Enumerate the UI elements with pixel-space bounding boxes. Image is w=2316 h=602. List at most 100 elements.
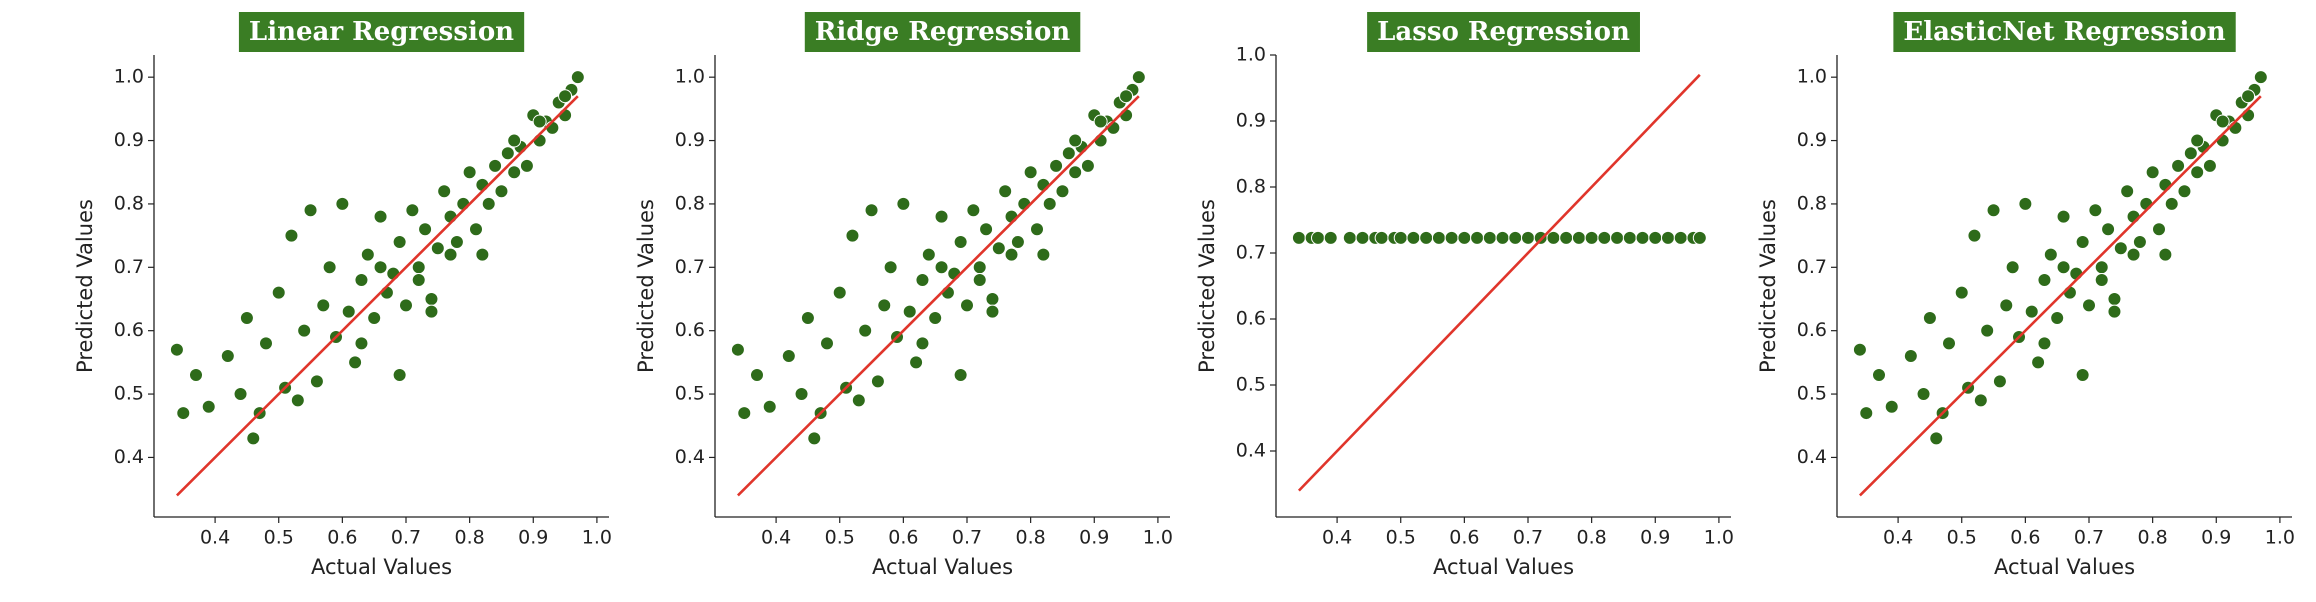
x-tick-label: 0.7	[1513, 527, 1543, 549]
data-point	[360, 247, 375, 262]
x-tick-label: 0.5	[1386, 527, 1416, 549]
data-point	[1311, 230, 1325, 245]
data-point	[2190, 133, 2205, 148]
data-point	[322, 260, 337, 275]
data-point	[1470, 230, 1485, 245]
data-point	[507, 133, 522, 148]
data-point	[730, 342, 745, 357]
data-point	[1852, 342, 1867, 357]
data-point	[290, 393, 305, 408]
y-tick-label: 0.4	[1236, 440, 1266, 462]
x-tick-label: 1.0	[582, 527, 612, 549]
data-point	[737, 406, 752, 421]
x-tick-label: 0.6	[888, 527, 918, 549]
y-axis-label: Predicted Values	[73, 199, 97, 373]
data-point	[399, 298, 413, 313]
data-point	[2075, 234, 2090, 249]
x-tick-label: 0.5	[1947, 527, 1977, 549]
data-point	[1929, 431, 1944, 446]
data-point	[2202, 158, 2217, 173]
data-point	[1342, 230, 1357, 245]
data-point	[1980, 323, 1995, 338]
title-box	[804, 12, 1081, 52]
data-point	[481, 196, 496, 211]
chart-title: Ridge Regression	[815, 17, 1071, 47]
data-point	[259, 336, 273, 351]
data-point	[877, 298, 892, 313]
data-point	[1942, 336, 1956, 351]
x-tick-label: 0.8	[455, 527, 485, 549]
data-point	[303, 203, 318, 218]
data-point	[443, 247, 458, 262]
y-tick-label: 0.4	[114, 446, 144, 468]
x-tick-label: 0.4	[1322, 527, 1352, 549]
data-point	[1457, 230, 1472, 245]
y-tick-label: 0.6	[675, 319, 705, 341]
y-tick-label: 1.0	[1797, 66, 1827, 88]
data-point	[1559, 230, 1574, 245]
y-axis-label: Predicted Values	[634, 199, 658, 373]
data-point	[271, 285, 286, 300]
data-point	[1049, 158, 1064, 173]
data-point	[424, 304, 439, 319]
data-point	[1508, 230, 1523, 245]
data-point	[991, 241, 1006, 256]
data-point	[864, 203, 879, 218]
data-point	[1986, 203, 2001, 218]
data-point	[494, 184, 509, 199]
data-point	[488, 158, 503, 173]
data-point	[1023, 165, 1038, 180]
data-point	[532, 114, 547, 129]
data-point	[1419, 230, 1434, 245]
data-point	[2107, 304, 2122, 319]
y-tick-label: 0.9	[1236, 110, 1266, 132]
x-axis-label: Actual Values	[1994, 555, 2135, 579]
x-tick-label: 0.4	[1883, 527, 1913, 549]
data-point	[309, 374, 324, 389]
data-point	[189, 368, 203, 383]
data-point	[1661, 230, 1675, 245]
data-point	[2037, 272, 2052, 287]
data-point	[2037, 336, 2052, 351]
y-tick-label: 0.5	[675, 383, 705, 405]
x-tick-label: 0.4	[761, 527, 791, 549]
data-point	[1042, 196, 1057, 211]
data-point	[392, 368, 407, 383]
x-tick-label: 0.6	[1449, 527, 1479, 549]
data-point	[1571, 230, 1586, 245]
x-tick-label: 0.6	[2010, 527, 2040, 549]
title-box	[1367, 12, 1640, 52]
data-point	[851, 393, 866, 408]
data-point	[858, 323, 873, 338]
data-point	[1482, 230, 1497, 245]
data-point	[1922, 311, 1937, 326]
reference-line	[175, 95, 579, 497]
y-tick-label: 0.6	[114, 319, 144, 341]
data-point	[953, 234, 968, 249]
data-point	[1692, 230, 1707, 245]
data-point	[411, 260, 426, 275]
data-point	[1973, 393, 1988, 408]
data-point	[1903, 349, 1918, 364]
data-point	[1546, 230, 1561, 245]
y-tick-label: 0.9	[675, 129, 705, 151]
data-point	[462, 165, 477, 180]
x-tick-label: 0.9	[2201, 527, 2231, 549]
y-tick-label: 0.4	[675, 446, 705, 468]
data-point	[2107, 291, 2122, 306]
data-point	[915, 272, 930, 287]
data-point	[1648, 230, 1663, 245]
data-point	[2056, 209, 2071, 224]
y-tick-label: 0.5	[1236, 374, 1266, 396]
data-point	[800, 311, 815, 326]
data-point	[430, 241, 445, 256]
reference-line	[1858, 95, 2262, 497]
data-point	[1068, 133, 1083, 148]
y-axis-label: Predicted Values	[1195, 199, 1219, 373]
x-tick-label: 0.9	[1640, 527, 1670, 549]
data-point	[239, 311, 254, 326]
data-point	[1131, 70, 1146, 85]
x-tick-label: 0.5	[825, 527, 855, 549]
data-point	[1030, 222, 1044, 237]
y-tick-label: 0.4	[1797, 446, 1827, 468]
